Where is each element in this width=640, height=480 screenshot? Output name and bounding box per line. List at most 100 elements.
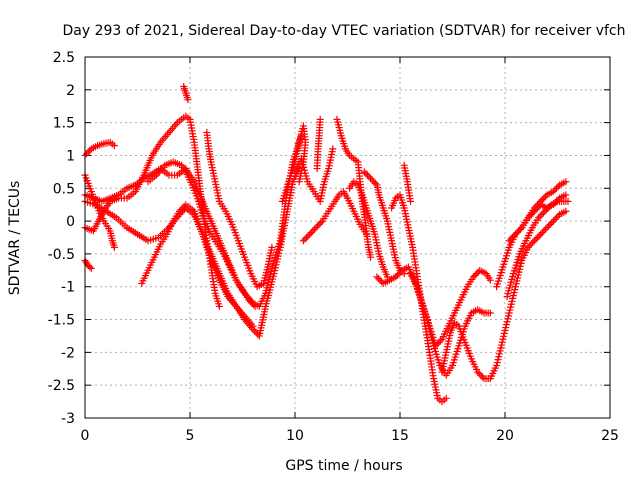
data-point [562, 191, 570, 199]
data-point [548, 219, 556, 227]
data-point [529, 209, 537, 217]
data-series [81, 112, 223, 310]
data-point [307, 229, 315, 237]
data-point [540, 194, 548, 202]
data-series [138, 201, 257, 330]
x-tick-label: 15 [391, 428, 409, 444]
data-series [360, 168, 408, 278]
data-point [562, 178, 570, 186]
data-point [368, 176, 376, 184]
data-point [215, 302, 223, 310]
x-tick-label: 10 [286, 428, 304, 444]
data-point [539, 209, 547, 217]
y-tick-label: -2 [61, 345, 75, 361]
data-point [309, 227, 317, 235]
data-point [507, 235, 515, 243]
data-point [329, 145, 337, 153]
data-point [177, 206, 185, 214]
data-point [110, 142, 118, 150]
data-point [474, 368, 482, 376]
data-point [546, 220, 554, 228]
data-series [346, 178, 391, 281]
data-point [246, 297, 254, 305]
data-point [317, 219, 325, 227]
data-point [536, 212, 544, 220]
chart-title: Day 293 of 2021, Sidereal Day-to-day VTE… [62, 23, 625, 39]
data-point [524, 214, 532, 222]
y-tick-label: 1 [66, 148, 75, 164]
data-point [363, 171, 371, 179]
data-point [486, 309, 494, 317]
data-point [310, 225, 318, 233]
data-point [376, 276, 384, 284]
data-point [301, 235, 309, 243]
data-point [373, 273, 381, 281]
data-point [432, 342, 440, 350]
data-series [291, 145, 337, 205]
data-point [367, 253, 375, 261]
data-point [512, 230, 519, 238]
data-point [541, 225, 549, 233]
y-tick-label: 0.5 [53, 181, 75, 197]
data-point [549, 201, 557, 209]
data-point [303, 234, 311, 241]
data-point [510, 232, 518, 240]
data-point [84, 148, 92, 156]
data-series [81, 138, 118, 159]
data-point [83, 150, 91, 158]
data-point [179, 204, 187, 212]
data-point [529, 238, 537, 246]
data-series [203, 128, 276, 291]
data-point [315, 220, 323, 228]
data-point [471, 271, 479, 279]
data-point [532, 206, 540, 214]
data-point [314, 222, 322, 230]
data-point [299, 237, 307, 245]
data-point [513, 229, 521, 237]
y-tick-label: -1 [61, 280, 75, 296]
data-point [249, 322, 257, 330]
data-point [360, 168, 368, 176]
y-tick-label: 1.5 [53, 116, 75, 132]
x-tick-label: 5 [186, 428, 195, 444]
data-point [549, 188, 557, 196]
data-point [535, 214, 543, 222]
data-point [268, 243, 276, 251]
data-point [541, 192, 549, 200]
data-point [365, 173, 373, 181]
data-series [81, 165, 303, 340]
ticks: 0 5 10 15 20 25 -3 -2.5 -2 -1.5 -1 -0.5 0 0.5 1 1.5 2 2.5 [48, 50, 619, 444]
data-point [397, 268, 405, 276]
data-point [554, 212, 562, 220]
data-point [312, 224, 320, 232]
data-point [245, 296, 253, 304]
data-point [552, 197, 560, 205]
data-series [299, 188, 370, 245]
data-point [407, 197, 414, 205]
data-point [554, 183, 562, 191]
data-point [370, 178, 378, 186]
data-point [530, 237, 538, 245]
data-point [250, 301, 258, 309]
data-series [333, 115, 375, 261]
y-axis-label: SDTVAR / TECUs [7, 181, 23, 296]
data-point [86, 263, 94, 271]
data-point [527, 211, 535, 219]
y-tick-label: -2.5 [48, 378, 75, 394]
data-point [534, 204, 542, 212]
data-series [278, 122, 309, 205]
y-tick-label: -1.5 [48, 313, 75, 329]
data-point [551, 199, 559, 207]
data-series [313, 115, 324, 173]
data-point [442, 394, 450, 402]
data-point [110, 243, 118, 251]
data-series [81, 256, 95, 272]
x-tick-label: 20 [496, 428, 514, 444]
y-tick-label: 0 [66, 214, 75, 230]
data-point [393, 271, 401, 279]
data-point [367, 174, 375, 182]
data-point [526, 242, 534, 250]
data-point [537, 230, 545, 238]
data-point [552, 214, 560, 222]
